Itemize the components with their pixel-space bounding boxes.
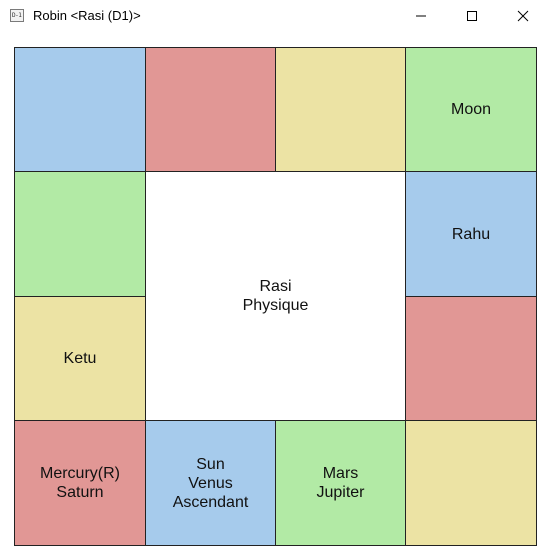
chart-center: Rasi Physique (145, 171, 406, 421)
maximize-button[interactable] (449, 0, 495, 32)
house-planets: Mars Jupiter (316, 465, 365, 501)
house-cell-left-1[interactable] (14, 171, 146, 297)
house-planets: Ketu (63, 350, 97, 367)
house-cell-left-2[interactable]: Ketu (14, 296, 146, 421)
house-cell-right-2[interactable] (405, 296, 537, 421)
house-cell-top-4[interactable]: Moon (405, 47, 537, 172)
house-planets: Sun Venus Ascendant (172, 455, 249, 511)
house-cell-top-2[interactable] (145, 47, 276, 172)
house-cell-bottom-3[interactable]: Mars Jupiter (275, 420, 406, 546)
app-icon: D-1 (10, 9, 24, 22)
minimize-icon (416, 15, 426, 17)
maximize-icon (467, 11, 477, 21)
house-cell-bottom-2[interactable]: Sun Venus Ascendant (145, 420, 276, 546)
house-cell-top-3[interactable] (275, 47, 406, 172)
house-cell-bottom-4[interactable] (405, 420, 537, 546)
house-cell-bottom-1[interactable]: Mercury(R) Saturn (14, 420, 146, 546)
close-button[interactable] (500, 0, 546, 32)
house-planets: Mercury(R) Saturn (40, 465, 120, 501)
minimize-button[interactable] (398, 0, 444, 32)
center-title: Rasi (259, 278, 292, 295)
center-subtitle: Physique (242, 297, 309, 314)
house-cell-right-1[interactable]: Rahu (405, 171, 537, 297)
close-icon (517, 10, 529, 22)
title-bar[interactable]: D-1 Robin <Rasi (D1)> (0, 0, 550, 32)
house-planets: Rahu (451, 225, 491, 243)
center-label: Rasi Physique (243, 277, 309, 315)
house-cell-top-1[interactable] (14, 47, 146, 172)
rasi-chart: Moon Ketu Rasi Physique Rahu Mercury(R) … (14, 47, 537, 546)
window-title: Robin <Rasi (D1)> (33, 8, 141, 23)
app-icon-label: D-1 (12, 12, 22, 19)
house-planets: Moon (450, 101, 492, 118)
